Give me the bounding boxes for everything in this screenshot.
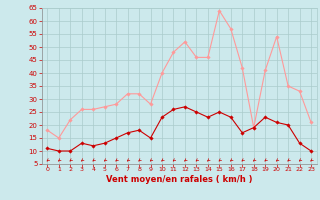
X-axis label: Vent moyen/en rafales ( km/h ): Vent moyen/en rafales ( km/h ) xyxy=(106,175,252,184)
